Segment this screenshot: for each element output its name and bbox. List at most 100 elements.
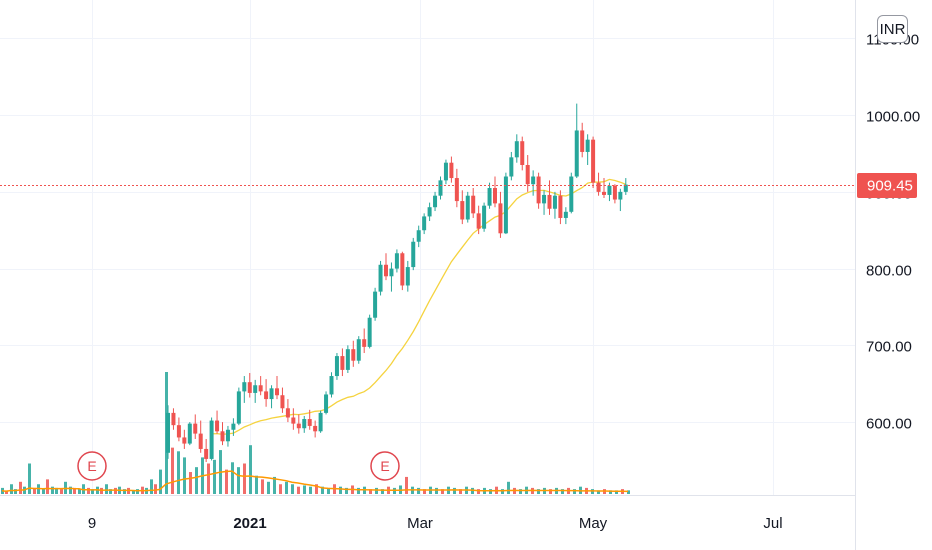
candle-body — [612, 185, 617, 200]
time-tick-label: Jul — [763, 515, 782, 532]
candle-body — [351, 349, 356, 361]
volume-bar — [285, 481, 288, 494]
candle-body — [400, 253, 405, 286]
volume-bar — [441, 489, 444, 494]
volume-bar — [303, 485, 306, 494]
earnings-marker[interactable]: E — [77, 451, 107, 481]
candle-body — [231, 423, 236, 430]
volume-bar — [537, 489, 540, 494]
time-tick-label: 9 — [88, 515, 96, 532]
volume-bar — [339, 486, 342, 494]
volume-bar — [231, 462, 234, 494]
last-price-tag: 909.45 — [857, 173, 917, 198]
candle-body — [285, 408, 290, 418]
candle-body — [503, 176, 508, 234]
earnings-label: E — [87, 458, 96, 474]
earnings-marker[interactable]: E — [370, 451, 400, 481]
candle-body — [623, 184, 628, 192]
volume-bar — [5, 490, 8, 494]
volume-bar — [100, 487, 103, 494]
volume-bar — [627, 490, 630, 494]
volume-bar — [46, 479, 49, 494]
volume-bar — [321, 486, 324, 494]
volume-bar — [109, 489, 112, 494]
candle-body — [471, 195, 476, 214]
candle-body — [253, 385, 258, 393]
volume-bar — [154, 484, 157, 494]
volume-bar — [150, 479, 153, 494]
candle-body — [247, 382, 252, 393]
volume-bar — [549, 489, 552, 494]
candle-body — [242, 382, 247, 392]
candle-body — [394, 253, 399, 269]
candlestick-series — [166, 103, 628, 462]
candle-body — [307, 419, 312, 426]
candle-body — [280, 395, 285, 409]
earnings-circle — [77, 451, 107, 481]
earnings-circle — [370, 451, 400, 481]
candle-body — [362, 339, 367, 347]
candle-body — [258, 385, 263, 392]
candle-body — [498, 203, 503, 234]
price-tick-label: 600.00 — [866, 416, 912, 433]
volume-bar — [249, 445, 252, 494]
candle-body — [531, 176, 536, 185]
candle-body — [356, 339, 361, 361]
volume-bar — [405, 476, 408, 494]
volume-bar — [477, 489, 480, 494]
time-axis[interactable]: 9 2021 Mar May Jul — [88, 515, 783, 532]
candle-body — [166, 412, 170, 453]
earnings-label: E — [380, 458, 389, 474]
candle-body — [416, 230, 421, 242]
volume-bar — [159, 469, 162, 494]
volume-bar — [375, 487, 378, 494]
volume-bar — [42, 489, 45, 494]
volume-bar — [273, 476, 276, 494]
volume-bar — [357, 487, 360, 494]
moving-average-line — [211, 178, 627, 435]
candle-body — [187, 423, 192, 444]
time-tick-label: 2021 — [233, 515, 266, 532]
price-tick-label: 800.00 — [866, 263, 912, 280]
candle-body — [334, 356, 339, 377]
candle-body — [313, 425, 318, 432]
candle-body — [520, 141, 525, 165]
volume-bar — [417, 487, 420, 494]
volume-bar — [261, 479, 264, 494]
volume-bar — [597, 490, 600, 494]
candle-body — [411, 241, 416, 268]
candle-body — [329, 376, 334, 395]
volume-bar — [136, 489, 139, 494]
volume-bar — [519, 489, 522, 494]
volume-bar — [279, 484, 282, 494]
volume-bar — [171, 447, 174, 494]
candle-body — [493, 188, 497, 204]
volume-bar — [435, 487, 438, 494]
volume-bar — [471, 487, 474, 494]
candle-body — [482, 205, 487, 229]
volume-bar — [60, 489, 63, 494]
candle-body — [405, 267, 410, 286]
volume-bar — [369, 489, 372, 494]
volume-bar — [237, 467, 240, 494]
candle-body — [345, 349, 350, 370]
candle-body — [476, 213, 481, 229]
volume-bar — [114, 487, 117, 494]
candle-body — [449, 162, 454, 179]
volume-bar — [297, 486, 300, 494]
currency-button[interactable]: INR — [877, 15, 908, 43]
candle-body — [373, 291, 378, 318]
candle-body — [465, 195, 470, 220]
volume-bar — [91, 489, 94, 494]
volume-bar — [309, 486, 312, 494]
candle-body — [264, 391, 269, 400]
volume-bar — [291, 484, 294, 494]
volume-bar — [78, 489, 81, 494]
volume-bar — [28, 463, 31, 494]
volume-bar — [51, 486, 54, 494]
volume-bar — [561, 489, 564, 494]
candle-body — [389, 268, 394, 277]
